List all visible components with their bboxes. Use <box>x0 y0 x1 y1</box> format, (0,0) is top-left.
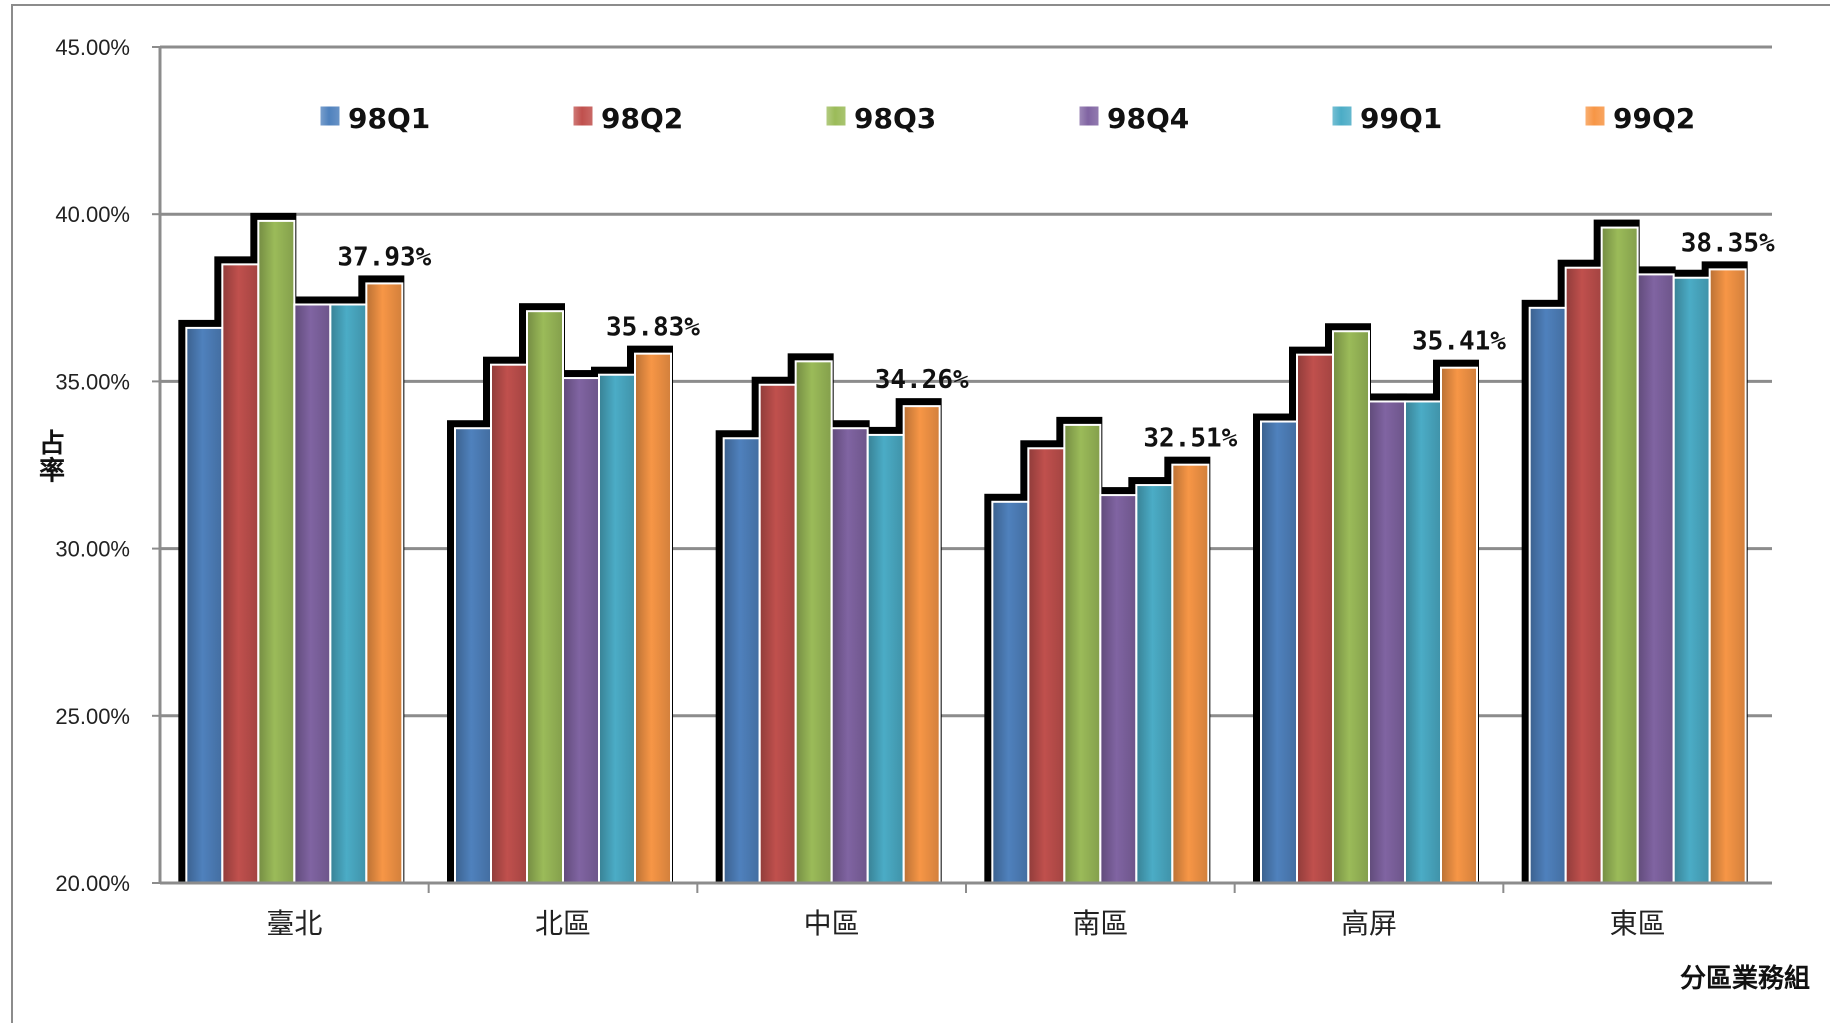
legend-swatch-98Q2 <box>572 105 594 127</box>
legend-swatch-98Q1 <box>319 105 341 127</box>
bar-98Q4-臺北 <box>293 303 332 885</box>
bar-99Q2-東區 <box>1708 268 1747 885</box>
bar-99Q1-臺北 <box>329 303 368 885</box>
bar-99Q1-東區 <box>1672 276 1711 884</box>
bar-98Q3-北區 <box>526 310 564 884</box>
data-label: 32.51% <box>1143 424 1237 454</box>
bar-98Q4-南區 <box>1099 494 1138 884</box>
data-label: 34.26% <box>875 365 969 395</box>
bar-99Q2-南區 <box>1171 463 1210 884</box>
bar-98Q1-中區 <box>722 437 761 884</box>
y-axis-title: 占率 <box>39 429 65 486</box>
bar-99Q2-高屏 <box>1440 366 1478 885</box>
bar-98Q4-高屏 <box>1368 400 1406 884</box>
x-category-label: 南區 <box>1072 907 1128 940</box>
bar-98Q1-北區 <box>454 427 492 884</box>
bar-99Q1-中區 <box>866 433 905 884</box>
bar-98Q2-高屏 <box>1296 353 1334 884</box>
data-label: 35.41% <box>1412 327 1506 357</box>
x-category-label: 高屏 <box>1341 907 1397 940</box>
legend-label-98Q3: 98Q3 <box>854 102 936 135</box>
bar-98Q1-臺北 <box>185 326 224 884</box>
x-axis-title: 分區業務組 <box>1680 963 1810 994</box>
legend-label-98Q1: 98Q1 <box>348 102 430 135</box>
bar-99Q1-北區 <box>598 373 636 884</box>
bar-98Q3-高屏 <box>1332 330 1370 884</box>
chart-frame <box>11 4 1830 1023</box>
legend-swatch-98Q3 <box>825 105 847 127</box>
bar-99Q1-南區 <box>1135 484 1174 884</box>
bar-98Q4-東區 <box>1636 273 1675 884</box>
y-tick-label: 25.00% <box>55 704 130 729</box>
bar-98Q1-南區 <box>991 500 1030 884</box>
bar-99Q1-高屏 <box>1404 400 1442 884</box>
bar-98Q1-東區 <box>1528 306 1567 885</box>
bar-98Q2-東區 <box>1564 266 1603 885</box>
y-tick-label: 40.00% <box>55 202 130 227</box>
y-tick-label: 30.00% <box>55 537 130 562</box>
y-tick-label: 45.00% <box>55 35 130 60</box>
legend-swatch-99Q1 <box>1331 105 1353 127</box>
bar-98Q4-中區 <box>830 427 869 884</box>
data-label: 35.83% <box>606 313 700 343</box>
legend-label-98Q4: 98Q4 <box>1107 102 1189 135</box>
y-tick-label: 20.00% <box>55 871 130 896</box>
bar-98Q3-中區 <box>794 360 833 884</box>
bar-98Q2-北區 <box>490 363 528 884</box>
bar-99Q2-北區 <box>634 352 672 885</box>
legend-swatch-99Q2 <box>1584 105 1606 127</box>
legend-label-98Q2: 98Q2 <box>601 102 683 135</box>
bar-98Q4-北區 <box>562 377 600 884</box>
bar-99Q2-臺北 <box>365 282 404 885</box>
bar-98Q2-中區 <box>758 383 797 884</box>
bar-98Q3-南區 <box>1063 423 1102 884</box>
legend-swatch-98Q4 <box>1078 105 1100 127</box>
bar-98Q1-高屏 <box>1260 420 1298 884</box>
bar-99Q2-中區 <box>902 405 941 884</box>
bar-98Q2-臺北 <box>221 263 260 884</box>
bar-98Q2-南區 <box>1027 447 1066 884</box>
x-category-label: 北區 <box>535 907 591 940</box>
y-tick-label: 35.00% <box>55 369 130 394</box>
bar-98Q3-東區 <box>1600 226 1639 885</box>
data-label: 37.93% <box>337 242 431 272</box>
legend-label-99Q1: 99Q1 <box>1360 102 1442 135</box>
legend-label-99Q2: 99Q2 <box>1613 102 1695 135</box>
x-category-label: 東區 <box>1610 907 1666 940</box>
x-category-label: 中區 <box>804 907 860 940</box>
x-category-label: 臺北 <box>266 907 322 940</box>
data-label: 38.35% <box>1681 228 1775 258</box>
bar-98Q3-臺北 <box>257 219 296 884</box>
